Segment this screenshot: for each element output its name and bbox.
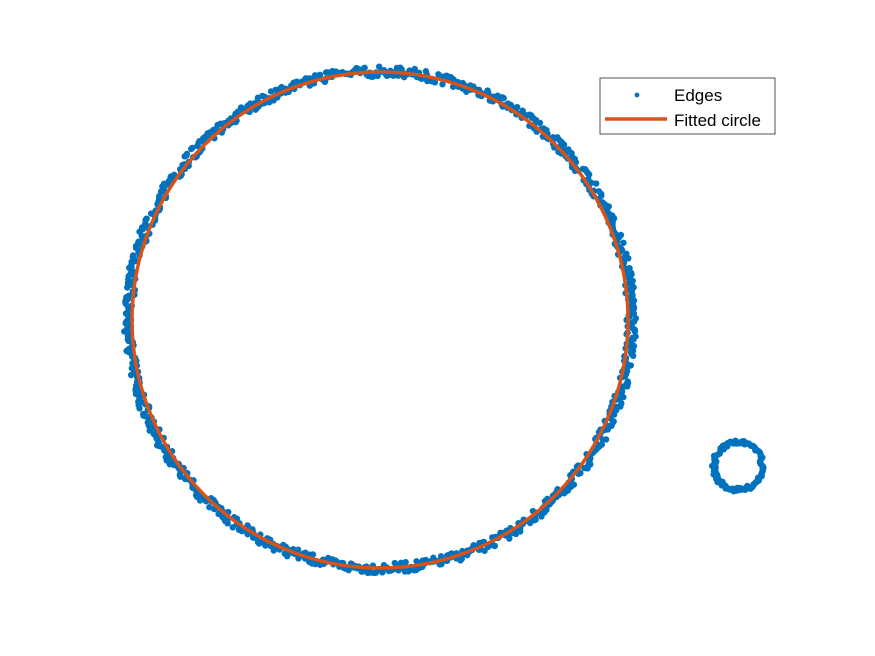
edge-point: [238, 527, 246, 535]
edge-point: [224, 520, 231, 527]
edge-point: [630, 318, 638, 325]
edge-point: [435, 71, 442, 78]
edge-point: [345, 566, 352, 574]
edge-point: [262, 542, 269, 549]
edge-point: [309, 551, 317, 558]
edges-series: [121, 63, 767, 577]
legend-edges-label: Edges: [674, 86, 722, 105]
edge-point: [579, 165, 587, 173]
edge-point: [181, 153, 188, 160]
edge-point: [402, 558, 409, 566]
edge-point: [592, 180, 600, 187]
edge-point: [570, 481, 578, 488]
edge-point: [506, 535, 513, 542]
edge-point: [620, 239, 627, 246]
edge-point: [267, 88, 275, 95]
edge-point: [439, 81, 446, 88]
legend-edges-marker: [634, 92, 640, 98]
edge-point: [624, 378, 631, 385]
legend-box: [599, 77, 776, 135]
edge-point: [375, 63, 383, 70]
edge-point: [322, 69, 330, 76]
edge-point: [136, 405, 143, 412]
edge-point: [294, 546, 302, 553]
legend-fitted-circle-label: Fitted circle: [674, 111, 761, 130]
edge-point: [270, 547, 277, 554]
edge-point: [602, 436, 610, 443]
edge-point: [124, 284, 131, 291]
edge-point: [206, 503, 213, 511]
edge-point: [491, 542, 499, 550]
edge-point: [623, 250, 630, 258]
legend: Edges Fitted circle: [599, 77, 776, 135]
edge-point: [632, 333, 639, 340]
fitted-circle-line: [130, 70, 630, 570]
edge-point: [565, 146, 572, 153]
edge-point: [127, 371, 135, 379]
edge-point: [598, 441, 605, 448]
edge-point: [595, 188, 603, 195]
edge-point: [194, 142, 201, 150]
edge-point: [760, 464, 767, 471]
edge-point: [187, 145, 195, 153]
edge-point: [177, 473, 184, 480]
edge-point: [626, 264, 633, 272]
edge-point: [422, 68, 430, 75]
